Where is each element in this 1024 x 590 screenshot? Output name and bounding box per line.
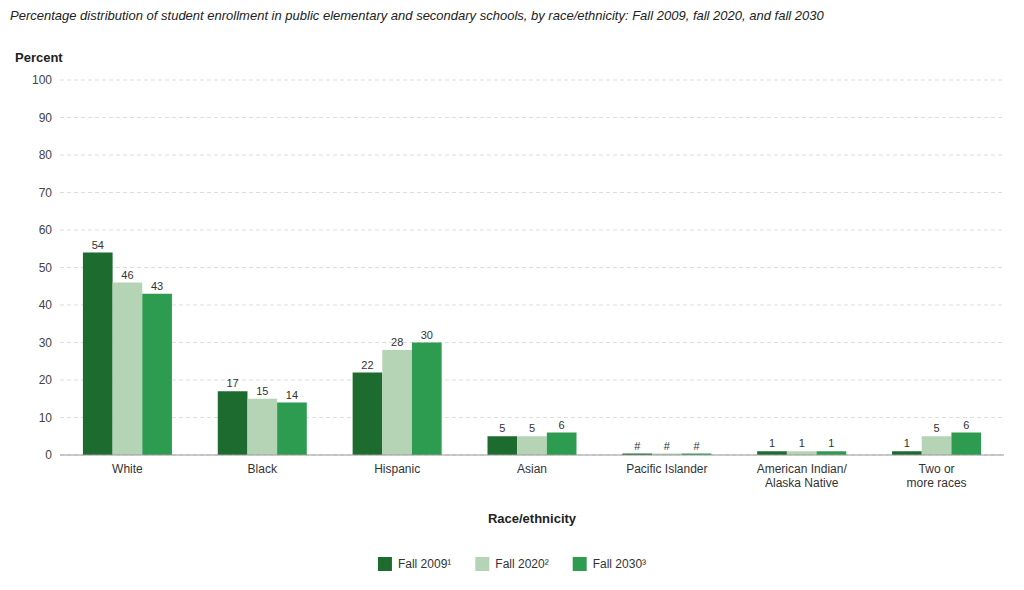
- bar: [113, 283, 143, 456]
- grid-line: [60, 155, 1004, 156]
- data-label: 1: [828, 437, 834, 449]
- grid-line: [60, 230, 1004, 231]
- bar: [892, 451, 922, 455]
- bar: [412, 343, 442, 456]
- bar: [517, 436, 547, 455]
- chart: Percentage distribution of student enrol…: [0, 0, 1024, 590]
- data-label: 1: [904, 437, 910, 449]
- bar: [787, 451, 817, 455]
- data-label: #: [634, 440, 641, 452]
- data-label: 54: [92, 239, 104, 251]
- legend-swatch: [475, 557, 489, 571]
- data-label: 28: [391, 336, 403, 348]
- data-label: 43: [151, 280, 163, 292]
- grid: [60, 80, 1004, 455]
- legend-label: Fall 2030³: [593, 557, 646, 571]
- data-label: 1: [799, 437, 805, 449]
- bar: [353, 373, 383, 456]
- data-label: 30: [421, 329, 433, 341]
- grid-line: [60, 192, 1004, 193]
- legend-swatch: [573, 557, 587, 571]
- y-tick-label: 100: [32, 73, 52, 87]
- y-tick-label: 90: [39, 111, 53, 125]
- data-label: 14: [286, 389, 298, 401]
- legend-item: Fall 2020²: [475, 557, 548, 571]
- y-tick-label: 30: [39, 336, 53, 350]
- data-label: 5: [529, 422, 535, 434]
- data-label: 5: [499, 422, 505, 434]
- legend: Fall 2009¹ Fall 2020² Fall 2030³: [378, 557, 646, 571]
- x-axis-line: [60, 455, 1004, 456]
- data-label: 46: [121, 269, 133, 281]
- y-tick-label: 0: [45, 448, 52, 462]
- grid-line: [60, 417, 1004, 418]
- grid-line: [60, 117, 1004, 118]
- grid-line: [60, 380, 1004, 381]
- bar: [247, 399, 277, 455]
- grid-line: [60, 455, 1004, 456]
- legend-item: Fall 2030³: [573, 557, 646, 571]
- data-label: 22: [361, 359, 373, 371]
- grid-line: [60, 342, 1004, 343]
- data-label: #: [693, 440, 700, 452]
- data-label: 1: [769, 437, 775, 449]
- grid-line: [60, 80, 1004, 81]
- x-tick-label: Hispanic: [374, 462, 420, 476]
- bar: [277, 403, 307, 456]
- y-tick-label: 50: [39, 261, 53, 275]
- legend-label: Fall 2009¹: [398, 557, 451, 571]
- data-label: 5: [934, 422, 940, 434]
- bar: [951, 433, 981, 456]
- y-axis-label: Percent: [15, 50, 63, 65]
- grid-line: [60, 267, 1004, 268]
- data-label: 6: [559, 419, 565, 431]
- y-tick-label: 80: [39, 148, 53, 162]
- bar: [547, 433, 577, 456]
- x-axis-label: Race/ethnicity: [488, 511, 577, 526]
- data-label: #: [664, 440, 671, 452]
- data-label: 17: [226, 377, 238, 389]
- y-tick-label: 10: [39, 411, 53, 425]
- x-tick-label: Two ormore races: [907, 462, 967, 490]
- legend-label: Fall 2020²: [495, 557, 548, 571]
- x-tick-label: White: [112, 462, 143, 476]
- y-tick-label: 60: [39, 223, 53, 237]
- y-tick-label: 20: [39, 373, 53, 387]
- x-tick-label: American Indian/Alaska Native: [757, 462, 848, 490]
- legend-swatch: [378, 557, 392, 571]
- title: Percentage distribution of student enrol…: [10, 8, 824, 23]
- x-tick-label: Pacific Islander: [626, 462, 707, 476]
- bars: [83, 253, 981, 456]
- bar: [218, 391, 248, 455]
- bar: [757, 451, 787, 455]
- data-labels: 5417225#114615285#154314306#16: [92, 239, 970, 452]
- bar: [83, 253, 113, 456]
- x-tick-label: Asian: [517, 462, 547, 476]
- bar: [382, 350, 412, 455]
- bar: [142, 294, 172, 455]
- bar: [922, 436, 952, 455]
- y-tick-label: 70: [39, 186, 53, 200]
- data-label: 6: [963, 419, 969, 431]
- bar: [487, 436, 517, 455]
- grid-line: [60, 305, 1004, 306]
- y-tick-label: 40: [39, 298, 53, 312]
- data-label: 15: [256, 385, 268, 397]
- x-tick-label: Black: [248, 462, 278, 476]
- bar: [817, 451, 847, 455]
- legend-item: Fall 2009¹: [378, 557, 451, 571]
